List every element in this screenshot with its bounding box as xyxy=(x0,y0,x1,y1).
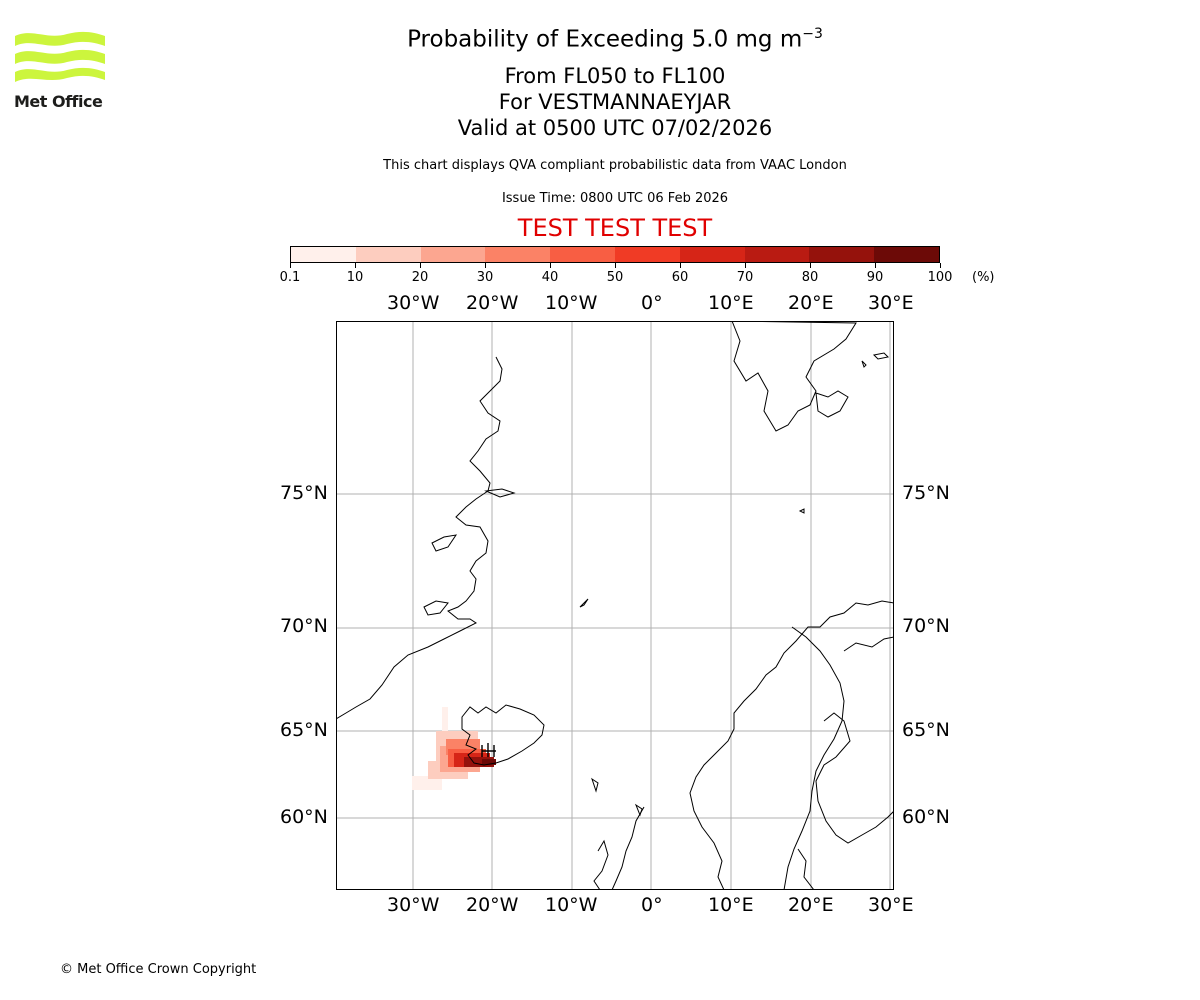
map-background xyxy=(336,321,894,890)
colorbar-segment xyxy=(355,247,421,262)
lon-label-bottom: 30°E xyxy=(868,894,914,916)
lat-label-right: 75°N xyxy=(902,482,950,504)
logo-text: Met Office xyxy=(14,92,103,111)
lon-label-bottom: 0° xyxy=(641,894,663,916)
colorbar-segment xyxy=(485,247,551,262)
colorbar-label: 90 xyxy=(866,270,884,285)
chart-title: Probability of Exceeding 5.0 mg m−3 xyxy=(407,26,823,53)
colorbar-tick xyxy=(354,263,356,268)
colorbar-label: 40 xyxy=(541,270,559,285)
flight-level-range: From FL050 to FL100 xyxy=(504,64,726,88)
svalbard-coast xyxy=(731,321,857,432)
iceland-coast xyxy=(461,704,545,766)
lon-label-top: 30°W xyxy=(387,292,440,314)
lon-label-bottom: 20°E xyxy=(788,894,834,916)
scandinavia-coast xyxy=(689,600,894,890)
issue-time: Issue Time: 0800 UTC 06 Feb 2026 xyxy=(501,191,729,206)
greenland-coast xyxy=(336,356,503,720)
colorbar-segment xyxy=(420,247,486,262)
colorbar-tick xyxy=(809,263,811,268)
colorbar-segment xyxy=(614,247,680,262)
colorbar-tick xyxy=(484,263,486,268)
colorbar-tick xyxy=(679,263,681,268)
colorbar-label: 100 xyxy=(927,270,953,285)
lat-label-right: 60°N xyxy=(902,806,950,828)
lat-label-right: 65°N xyxy=(902,719,950,741)
colorbar-tick xyxy=(289,263,291,268)
colorbar-segment xyxy=(874,247,939,262)
met-office-waves-icon xyxy=(15,31,105,82)
colorbar-label: 70 xyxy=(736,270,754,285)
colorbar-label: 80 xyxy=(801,270,819,285)
colorbar-label: 10 xyxy=(346,270,364,285)
colorbar-unit: (%) xyxy=(972,270,995,285)
location-label: For VESTMANNAEYJAR xyxy=(498,90,732,114)
lon-label-bottom: 30°W xyxy=(387,894,440,916)
ash-plume xyxy=(412,707,496,790)
colorbar-segment xyxy=(291,247,356,262)
lon-label-top: 0° xyxy=(641,292,663,314)
lat-label-left: 65°N xyxy=(280,719,328,741)
test-banner: TEST TEST TEST xyxy=(517,214,713,242)
uk-coast xyxy=(611,806,645,890)
lat-label-left: 75°N xyxy=(280,482,328,504)
colorbar-tick xyxy=(939,263,941,268)
colorbar-label: 60 xyxy=(671,270,689,285)
lon-label-top: 20°W xyxy=(466,292,519,314)
colorbar-segment xyxy=(550,247,615,262)
lon-label-bottom: 10°E xyxy=(708,894,754,916)
lon-label-top: 10°W xyxy=(545,292,598,314)
colorbar-label: 30 xyxy=(476,270,494,285)
colorbar-tick xyxy=(614,263,616,268)
colorbar-segment xyxy=(679,247,745,262)
lat-label-left: 60°N xyxy=(280,806,328,828)
lon-label-top: 10°E xyxy=(708,292,754,314)
volcano-location-icon xyxy=(481,743,496,757)
colorbar-segment xyxy=(744,247,810,262)
met-office-logo xyxy=(15,31,105,82)
coastlines xyxy=(336,321,894,890)
disclaimer-text: This chart displays QVA compliant probab… xyxy=(383,158,847,173)
colorbar-tick xyxy=(549,263,551,268)
lat-label-left: 70°N xyxy=(280,615,328,637)
colorbar-tick xyxy=(874,263,876,268)
colorbar xyxy=(290,246,940,263)
colorbar-label: 20 xyxy=(411,270,429,285)
colorbar-label: 50 xyxy=(606,270,624,285)
map-frame xyxy=(336,321,894,890)
colorbar-tick xyxy=(419,263,421,268)
lon-label-top: 20°E xyxy=(788,292,834,314)
lon-label-bottom: 20°W xyxy=(466,894,519,916)
valid-time: Valid at 0500 UTC 07/02/2026 xyxy=(457,116,773,140)
probability-map xyxy=(336,321,894,890)
copyright-text: © Met Office Crown Copyright xyxy=(60,962,257,977)
colorbar-tick xyxy=(744,263,746,268)
lat-label-right: 70°N xyxy=(902,615,950,637)
colorbar-label: 0.1 xyxy=(279,270,301,285)
lon-label-top: 30°E xyxy=(868,292,914,314)
colorbar-segment xyxy=(809,247,875,262)
lon-label-bottom: 10°W xyxy=(545,894,598,916)
